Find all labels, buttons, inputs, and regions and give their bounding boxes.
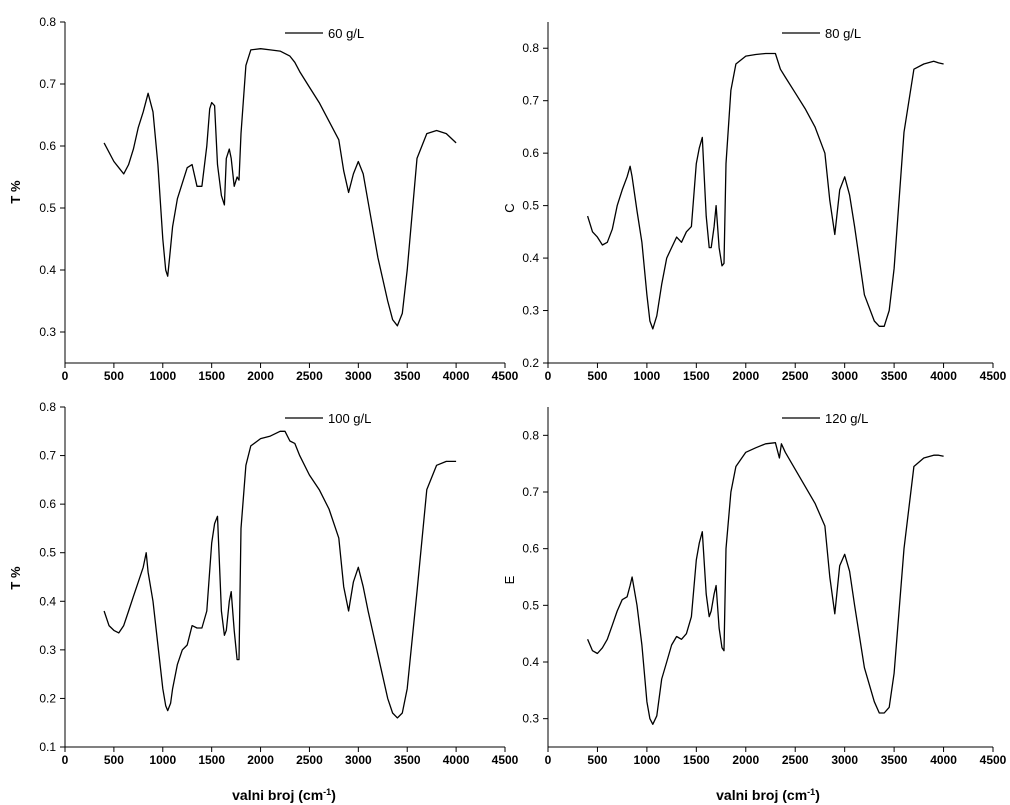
series-line: [103, 430, 457, 719]
y-tick-label: 0.3: [522, 712, 539, 726]
y-axis-title: C: [502, 203, 517, 212]
x-tick-label: 0: [62, 369, 69, 383]
legend-label: 60 g/L: [328, 26, 364, 41]
y-axis-title: T %: [8, 180, 23, 204]
panel-60: T % 0 500 1000 1500 2000 2500 3000 3500 4000 4500…: [8, 15, 519, 383]
x-tick-label: 1500: [198, 369, 225, 383]
y-tick-label: 0.3: [39, 325, 56, 339]
x-tick-label: 4500: [980, 369, 1007, 383]
y-tick-label: 0.7: [522, 485, 539, 499]
series-line: [586, 52, 944, 330]
x-tick-label: 0: [62, 753, 69, 767]
panel-100: T % valni broj (cm-1) 0 500 1000 1500 2000 25…: [8, 400, 519, 803]
x-tick-label: 2000: [247, 369, 274, 383]
x-tick-label: 1000: [149, 753, 176, 767]
x-tick-label: 3000: [831, 369, 858, 383]
x-tick-label: 2000: [247, 753, 274, 767]
y-tick-label: 0.4: [522, 655, 539, 669]
x-tick-label: 1000: [634, 369, 661, 383]
y-tick-label: 0.8: [522, 41, 539, 55]
x-tick-label: 3000: [831, 753, 858, 767]
y-tick-label: 0.5: [39, 201, 56, 215]
x-tick-label: 4000: [443, 753, 470, 767]
y-tick-label: 0.5: [522, 598, 539, 612]
series-line: [587, 442, 944, 725]
y-tick-label: 0.5: [522, 199, 539, 213]
x-tick-label: 3500: [394, 753, 421, 767]
x-tick-label: 4000: [930, 753, 957, 767]
x-tick-label: 3500: [394, 369, 421, 383]
y-tick-label: 0.6: [39, 497, 56, 511]
x-tick-label: 1000: [149, 369, 176, 383]
y-tick-label: 0.6: [522, 146, 539, 160]
x-tick-label: 1500: [198, 753, 225, 767]
y-tick-label: 0.8: [39, 400, 56, 414]
x-tick-label: 4500: [492, 369, 519, 383]
legend-label: 100 g/L: [328, 411, 371, 426]
x-tick-label: 3000: [345, 369, 372, 383]
x-tick-label: 1000: [634, 753, 661, 767]
y-tick-label: 0.4: [522, 251, 539, 265]
x-tick-label: 1500: [683, 369, 710, 383]
y-tick-label: 0.7: [522, 94, 539, 108]
y-tick-label: 0.2: [522, 356, 539, 370]
x-axis-title: valni broj (cm-1): [716, 787, 820, 803]
y-tick-label: 0.8: [39, 15, 56, 29]
x-tick-label: 0: [545, 369, 552, 383]
y-tick-label: 0.3: [39, 643, 56, 657]
x-tick-label: 2500: [296, 369, 323, 383]
y-tick-label: 0.6: [522, 542, 539, 556]
legend-label: 80 g/L: [825, 26, 861, 41]
panel-120: E valni broj (cm-1) 0 500 1000 1500 2000 2500…: [502, 407, 1007, 803]
panel-80: C 0 500 1000 1500 2000 2500 3000 3500 4000 4500 0.…: [502, 22, 1007, 383]
x-tick-label: 500: [104, 753, 124, 767]
x-tick-label: 3500: [881, 753, 908, 767]
y-axis-title: T %: [8, 566, 23, 590]
x-axis-title: valni broj (cm-1): [232, 787, 336, 803]
y-tick-label: 0.3: [522, 304, 539, 318]
x-tick-label: 3500: [881, 369, 908, 383]
x-tick-label: 1500: [683, 753, 710, 767]
x-tick-label: 0: [545, 753, 552, 767]
x-tick-label: 2500: [782, 753, 809, 767]
x-tick-label: 2000: [732, 369, 759, 383]
x-tick-label: 500: [587, 753, 607, 767]
y-tick-label: 0.4: [39, 263, 56, 277]
x-tick-label: 4500: [980, 753, 1007, 767]
y-tick-label: 0.2: [39, 691, 56, 705]
y-tick-label: 0.7: [39, 449, 56, 463]
y-tick-label: 0.8: [522, 428, 539, 442]
x-tick-label: 4000: [443, 369, 470, 383]
legend-label: 120 g/L: [825, 411, 868, 426]
y-tick-label: 0.5: [39, 546, 56, 560]
x-tick-label: 500: [587, 369, 607, 383]
series-line: [103, 48, 457, 327]
x-tick-label: 2000: [732, 753, 759, 767]
x-tick-label: 500: [104, 369, 124, 383]
x-tick-label: 2500: [782, 369, 809, 383]
y-axis-title: E: [502, 575, 517, 584]
x-tick-label: 4500: [492, 753, 519, 767]
y-tick-label: 0.4: [39, 594, 56, 608]
x-tick-label: 4000: [930, 369, 957, 383]
y-tick-label: 0.6: [39, 139, 56, 153]
x-tick-label: 3000: [345, 753, 372, 767]
y-tick-label: 0.7: [39, 77, 56, 91]
x-tick-label: 2500: [296, 753, 323, 767]
y-tick-label: 0.1: [39, 740, 56, 754]
